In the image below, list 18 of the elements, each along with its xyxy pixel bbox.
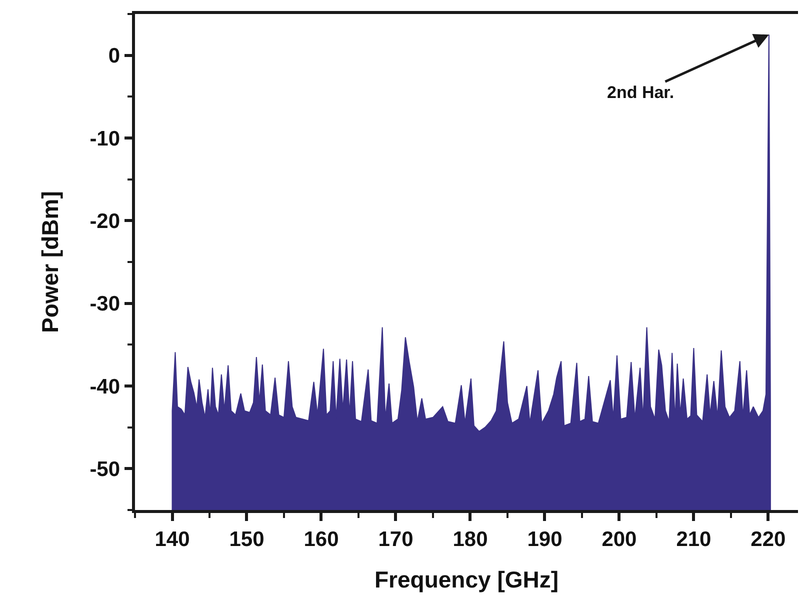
x-tick-label: 200 <box>602 528 637 551</box>
x-tick-label: 220 <box>750 528 786 551</box>
x-tick-label: 170 <box>378 528 414 551</box>
x-tick-label: 140 <box>154 528 190 551</box>
y-tick-label: -50 <box>90 458 120 482</box>
y-tick-label: -10 <box>90 127 120 150</box>
x-tick-label: 150 <box>229 528 264 551</box>
x-tick-label: 210 <box>676 528 712 551</box>
x-axis-title: Frequency [GHz] <box>374 566 559 593</box>
y-tick-label: -30 <box>90 292 120 316</box>
x-tick-label: 180 <box>452 528 488 551</box>
y-axis-title: Power [dBm] <box>37 191 64 333</box>
annotation: 2nd Har. <box>607 83 674 102</box>
x-tick-label: 190 <box>527 528 562 551</box>
y-tick-label: -20 <box>90 210 120 234</box>
x-tick-label: 160 <box>304 528 339 551</box>
y-tick-label: 0 <box>108 44 120 68</box>
y-tick-label: -40 <box>90 375 120 398</box>
